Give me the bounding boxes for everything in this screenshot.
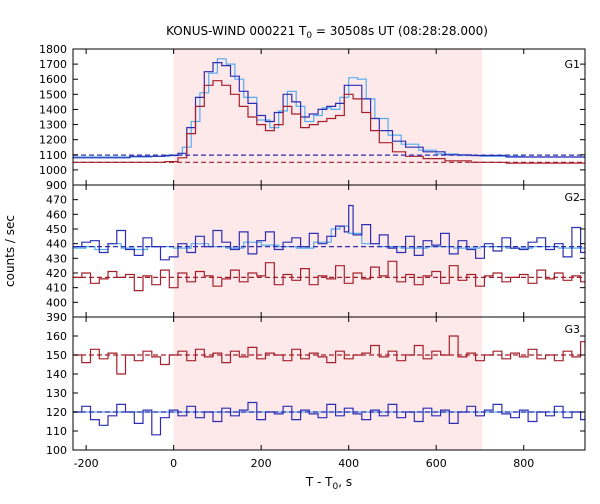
y-tick-label: 470 — [46, 194, 67, 207]
y-tick-label: 150 — [46, 349, 67, 362]
series-group — [73, 335, 585, 436]
series-group — [73, 204, 585, 292]
y-tick-label: 410 — [46, 282, 67, 295]
y-tick-label: 130 — [46, 387, 67, 400]
y-tick-label: 120 — [46, 406, 67, 419]
panel-g3: 100 110 120 130 140 150 160 G3 — [46, 316, 586, 457]
y-tick-label: 1700 — [39, 58, 67, 71]
y-tick-label: 450 — [46, 223, 67, 236]
y-tick-label: 1500 — [39, 88, 67, 101]
y-tick-label: 140 — [46, 368, 67, 381]
shaded-interval — [173, 49, 483, 185]
series-blue-step-1 — [73, 204, 585, 261]
y-tick-label: 440 — [46, 238, 67, 251]
y-tick-label: 430 — [46, 252, 67, 265]
x-tick-label: 600 — [426, 457, 447, 470]
y-tick-label: 900 — [46, 179, 67, 192]
series-dark-red-step-2 — [73, 260, 585, 292]
y-tick-label: 110 — [46, 425, 67, 438]
panel-frame — [72, 316, 586, 451]
panel-label: G1 — [564, 58, 580, 71]
x-tick-label: 400 — [338, 457, 359, 470]
y-tick-label: 100 — [46, 444, 67, 457]
y-tick-label: 1100 — [39, 149, 67, 162]
y-tick-label: 1400 — [39, 103, 67, 116]
y-tick-label: 390 — [46, 311, 67, 324]
x-tick-label: 800 — [513, 457, 534, 470]
x-tick-label: 200 — [251, 457, 272, 470]
y-tick-label: 160 — [46, 330, 67, 343]
series-group — [73, 58, 585, 164]
y-tick-label: 1800 — [39, 43, 67, 56]
series-dark-red-step-2 — [73, 80, 585, 164]
panel-g1: 900 1000 1100 1200 1300 1400 1500 1600 1700 1800 G… — [39, 43, 586, 192]
y-tick-label: 460 — [46, 208, 67, 221]
chart-title: KONUS-WIND 000221 T0 = 30508s UT (08:28:… — [166, 24, 488, 41]
y-tick-label: 1000 — [39, 164, 67, 177]
y-tick-label: 420 — [46, 267, 67, 280]
x-tick-label: 0 — [170, 457, 177, 470]
y-tick-label: 400 — [46, 296, 67, 309]
y-tick-label: 1300 — [39, 119, 67, 132]
y-axis-label: counts / sec — [3, 215, 17, 287]
x-tick-label: -200 — [74, 457, 99, 470]
shaded-interval — [173, 317, 483, 450]
series-blue-step-1 — [73, 401, 585, 436]
series-dark-red-step-2 — [73, 335, 585, 375]
x-axis-label: T - T0, s — [305, 475, 352, 492]
shaded-interval — [173, 185, 483, 317]
y-tick-label: 1600 — [39, 73, 67, 86]
panel-label: G3 — [564, 323, 580, 336]
panel-label: G2 — [564, 191, 580, 204]
y-tick-label: 1200 — [39, 134, 67, 147]
